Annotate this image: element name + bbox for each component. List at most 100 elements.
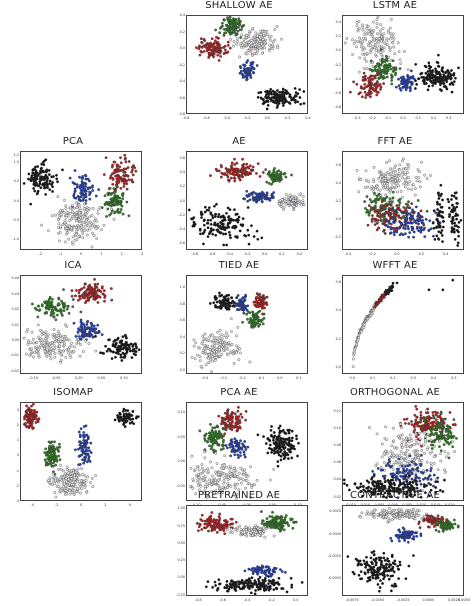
- point-green: [391, 190, 395, 194]
- point-black: [267, 92, 271, 96]
- point-green: [385, 75, 389, 79]
- point-white: [381, 186, 385, 190]
- point-white: [255, 52, 258, 56]
- point-blue: [409, 215, 413, 219]
- point-green: [206, 440, 210, 443]
- point-white: [210, 351, 213, 355]
- point-white: [403, 185, 407, 189]
- point-black: [457, 220, 461, 224]
- point-white: [266, 33, 270, 37]
- point-green: [198, 429, 202, 433]
- point-blue: [233, 437, 237, 441]
- point-white: [353, 351, 356, 355]
- point-blue: [417, 211, 420, 215]
- y-tick-label: -0.6: [334, 90, 341, 95]
- point-black: [131, 349, 135, 353]
- point-black: [233, 304, 236, 308]
- point-green: [53, 451, 57, 455]
- point-green: [284, 175, 288, 179]
- point-blue: [403, 220, 407, 224]
- point-red: [197, 47, 201, 51]
- point-black: [273, 451, 276, 455]
- point-black: [192, 224, 196, 228]
- chart-title: FFT AE: [377, 136, 413, 147]
- point-white: [64, 489, 68, 492]
- point-white: [260, 51, 264, 55]
- point-green: [116, 199, 119, 202]
- point-white: [271, 40, 275, 44]
- point-white: [370, 185, 374, 189]
- point-blue: [88, 449, 91, 453]
- point-blue: [84, 185, 87, 188]
- point-white: [32, 341, 36, 345]
- point-black: [223, 301, 227, 305]
- point-green: [46, 305, 50, 309]
- point-red: [31, 427, 35, 430]
- point-black: [435, 226, 438, 229]
- point-black: [432, 209, 436, 213]
- y-tick-label: 0.04: [11, 276, 19, 281]
- point-black: [227, 215, 230, 219]
- point-white: [390, 181, 394, 185]
- point-black: [296, 92, 300, 96]
- chart-title: PCA AE: [220, 387, 258, 398]
- point-green: [108, 186, 112, 190]
- point-green: [60, 299, 63, 303]
- point-white: [294, 196, 298, 200]
- point-white: [252, 52, 256, 56]
- point-red: [122, 174, 126, 177]
- point-blue: [244, 448, 248, 451]
- point-red: [376, 219, 380, 222]
- point-red: [371, 214, 374, 217]
- point-white: [253, 43, 257, 47]
- point-white: [396, 41, 400, 45]
- plot-area: [186, 402, 308, 501]
- point-white: [207, 361, 211, 364]
- point-black: [454, 212, 458, 216]
- point-white: [87, 342, 91, 345]
- point-red: [355, 82, 359, 86]
- point-white: [263, 46, 267, 50]
- point-blue: [76, 194, 80, 198]
- point-white: [64, 323, 67, 327]
- point-red: [127, 160, 131, 163]
- point-green: [57, 296, 61, 300]
- point-black: [429, 79, 433, 83]
- x-tick-label: 0: [79, 503, 83, 507]
- y-tick-label: -0.6: [178, 95, 185, 100]
- point-blue: [82, 425, 86, 428]
- panel-ica: ICA 0.04 0.03 0.02 0.01 0.00 -0.01 -0.02 -0.10 -0…: [0, 260, 146, 384]
- point-white: [294, 199, 297, 203]
- point-black: [437, 230, 441, 234]
- point-black: [124, 345, 128, 348]
- point-black: [424, 82, 428, 85]
- point-white: [80, 225, 83, 229]
- point-red: [383, 232, 387, 235]
- point-white: [57, 484, 61, 488]
- point-black: [290, 429, 294, 433]
- point-white: [205, 337, 209, 341]
- point-red: [231, 171, 235, 175]
- point-black: [256, 95, 260, 99]
- point-white: [417, 176, 421, 179]
- point-black: [33, 168, 37, 172]
- point-white: [361, 48, 364, 52]
- point-black: [44, 170, 48, 174]
- point-white: [74, 232, 78, 236]
- point-black: [456, 244, 460, 247]
- point-white: [218, 348, 221, 352]
- point-black: [279, 454, 283, 458]
- point-white: [278, 202, 281, 206]
- point-white: [218, 339, 222, 343]
- point-red: [380, 200, 384, 204]
- point-black: [450, 73, 454, 77]
- x-tick-label: -0.4: [226, 252, 233, 256]
- point-blue: [407, 227, 410, 231]
- point-green: [220, 436, 224, 440]
- point-white: [429, 174, 432, 177]
- point-blue: [87, 458, 91, 462]
- point-black: [431, 75, 435, 79]
- point-blue: [395, 230, 399, 234]
- point-white: [280, 37, 283, 41]
- point-white: [222, 334, 226, 338]
